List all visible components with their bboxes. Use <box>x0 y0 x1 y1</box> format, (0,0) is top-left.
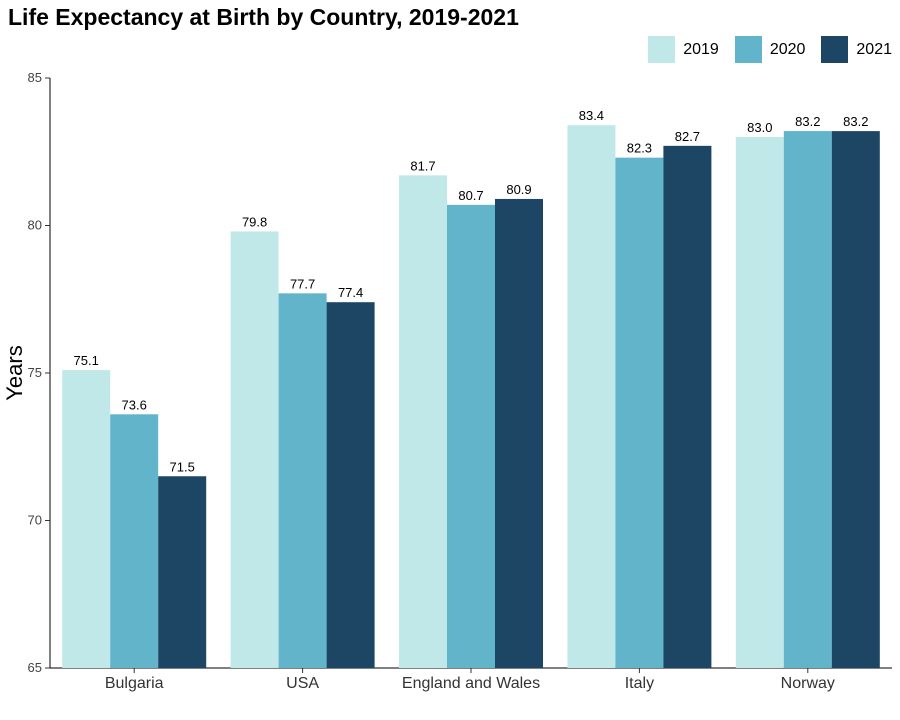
bar <box>399 175 447 668</box>
bar-data-label: 71.5 <box>170 459 195 474</box>
legend-swatch <box>821 36 849 63</box>
x-tick-label: Italy <box>625 675 654 692</box>
bar-data-label: 81.7 <box>410 158 435 173</box>
legend-label: 2019 <box>683 40 719 58</box>
legend-item: 2021 <box>821 36 892 63</box>
legend-label: 2020 <box>769 40 806 58</box>
bar-data-label: 83.4 <box>579 108 604 123</box>
x-tick-label: England and Wales <box>402 675 540 692</box>
bar <box>230 231 279 668</box>
bar <box>110 414 159 668</box>
bar <box>663 145 712 669</box>
bar-data-label: 73.6 <box>122 397 147 412</box>
bar <box>326 302 375 668</box>
bar <box>615 157 664 668</box>
x-tick-label: USA <box>286 675 319 692</box>
legend-item: 2019 <box>648 36 719 63</box>
legend-swatch <box>734 36 762 63</box>
bar <box>158 476 207 668</box>
y-tick-label: 85 <box>28 70 42 85</box>
legend-swatch <box>648 36 676 63</box>
bar <box>495 198 543 668</box>
y-tick-label: 80 <box>28 218 42 233</box>
x-tick-label: Bulgaria <box>105 675 164 692</box>
bar <box>62 370 111 668</box>
chart-legend: 2019 2020 2021 <box>648 36 892 63</box>
bar-data-label: 77.4 <box>338 285 363 300</box>
bar <box>567 125 616 668</box>
bar-data-label: 79.8 <box>242 214 267 229</box>
legend-item: 2020 <box>734 36 806 63</box>
bar <box>831 131 880 669</box>
bar <box>735 137 784 668</box>
bar-data-label: 82.3 <box>627 141 652 156</box>
x-tick-label: Norway <box>781 675 835 692</box>
bar-data-label: 80.7 <box>458 188 483 203</box>
bar <box>447 204 495 668</box>
bar-data-label: 83.0 <box>747 120 772 135</box>
y-tick-label: 70 <box>28 513 42 528</box>
bar-data-label: 80.9 <box>506 182 531 197</box>
y-tick-label: 65 <box>28 660 42 675</box>
bar-data-label: 75.1 <box>74 353 99 368</box>
bar-data-label: 77.7 <box>290 276 315 291</box>
y-axis-title: Years <box>2 345 27 400</box>
bar <box>278 293 327 668</box>
bar <box>783 131 832 669</box>
y-tick-label: 75 <box>28 365 42 380</box>
bar-data-label: 83.2 <box>843 114 868 129</box>
bar-data-label: 82.7 <box>675 129 700 144</box>
legend-label: 2021 <box>856 40 892 58</box>
chart-title: Life Expectancy at Birth by Country, 201… <box>8 4 519 30</box>
bar-data-label: 83.2 <box>795 114 820 129</box>
